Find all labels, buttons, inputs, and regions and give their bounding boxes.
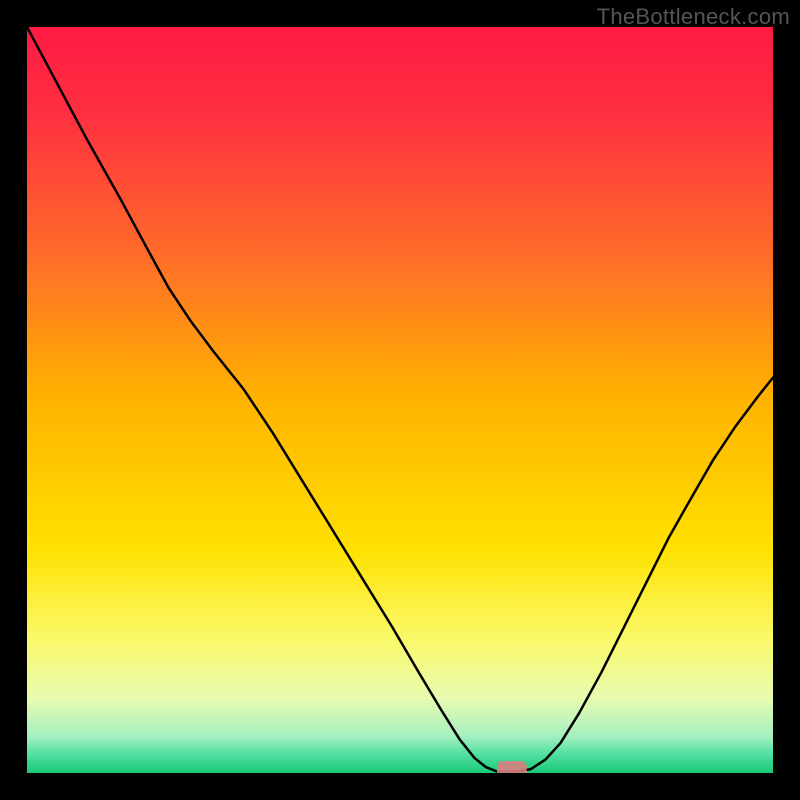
figure-frame: TheBottleneck.com — [0, 0, 800, 800]
chart-svg — [27, 27, 773, 773]
watermark-text: TheBottleneck.com — [597, 4, 790, 30]
plot-area — [27, 27, 773, 773]
optimum-marker — [497, 761, 527, 773]
gradient-background — [27, 27, 773, 773]
